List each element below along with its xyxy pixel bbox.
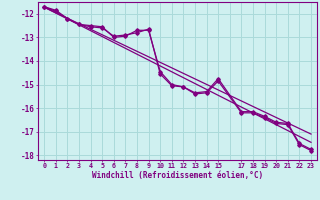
X-axis label: Windchill (Refroidissement éolien,°C): Windchill (Refroidissement éolien,°C) <box>92 171 263 180</box>
